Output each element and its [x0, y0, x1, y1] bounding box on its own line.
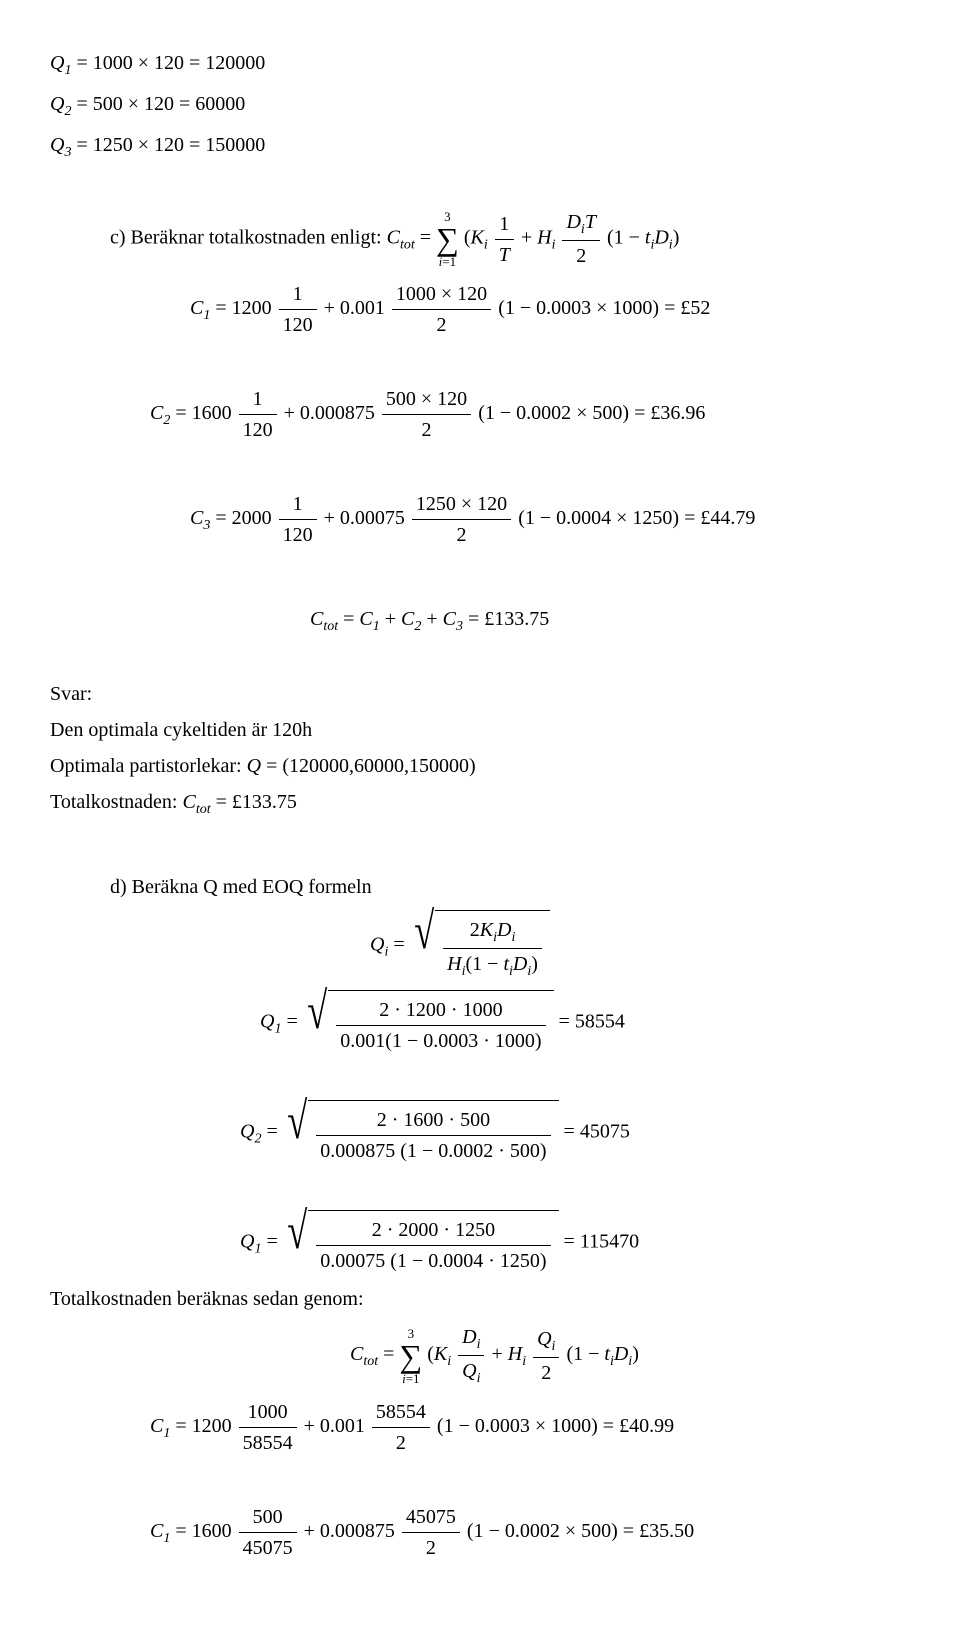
part-d-total-text: Totalkostnaden beräknas sedan genom:	[50, 1284, 910, 1314]
part-c-label: c)	[110, 227, 126, 249]
eq-c2: C2 = 1600 1120 + 0.000875 500 × 1202 (1 …	[150, 384, 910, 445]
eq-c1: C1 = 1200 1120 + 0.001 1000 × 1202 (1 − …	[190, 279, 910, 340]
part-d-header: d) Beräkna Q med EOQ formeln	[110, 872, 910, 902]
eq-d-ctot-formula: Ctot = 3 ∑ i=1 (Ki DiQi + Hi Qi2 (1 − ti…	[350, 1322, 910, 1389]
part-d-text: Beräkna Q med EOQ formeln	[132, 876, 372, 898]
eq-eoq-formula: Qi = √ 2KiDi Hi(1 − tiDi)	[370, 910, 910, 982]
eq-ctot-sum: Ctot = C1 + C2 + C3 = £133.75	[310, 604, 910, 637]
eq-d-c2: C1 = 1600 50045075 + 0.000875 450752 (1 …	[150, 1502, 910, 1563]
eq-q1: Q1 = 1000 × 120 = 120000	[50, 48, 910, 81]
part-d-label: d)	[110, 876, 127, 898]
eq-d-c1: C1 = 1200 100058554 + 0.001 585542 (1 − …	[150, 1397, 910, 1458]
part-c-header: c) Beräknar totalkostnaden enligt: Ctot …	[110, 207, 910, 271]
svar-line3: Totalkostnaden: Ctot = £133.75	[50, 787, 910, 820]
svar-line2: Optimala partistorlekar: Q = (120000,600…	[50, 751, 910, 781]
svar-heading: Svar:	[50, 679, 910, 709]
eq-d-q1: Q1 = √ 2 · 1200 · 1000 0.001(1 − 0.0003 …	[260, 990, 910, 1056]
svar-line1: Den optimala cykeltiden är 120h	[50, 715, 910, 745]
part-c-text: Beräknar totalkostnaden enligt:	[131, 227, 382, 249]
eq-c3: C3 = 2000 1120 + 0.00075 1250 × 1202 (1 …	[190, 489, 910, 550]
eq-d-q2: Q2 = √ 2 · 1600 · 500 0.000875 (1 − 0.00…	[240, 1100, 910, 1166]
eq-q2: Q2 = 500 × 120 = 60000	[50, 89, 910, 122]
eq-d-q3: Q1 = √ 2 · 2000 · 1250 0.00075 (1 − 0.00…	[240, 1210, 910, 1276]
eq-q3: Q3 = 1250 × 120 = 150000	[50, 130, 910, 163]
